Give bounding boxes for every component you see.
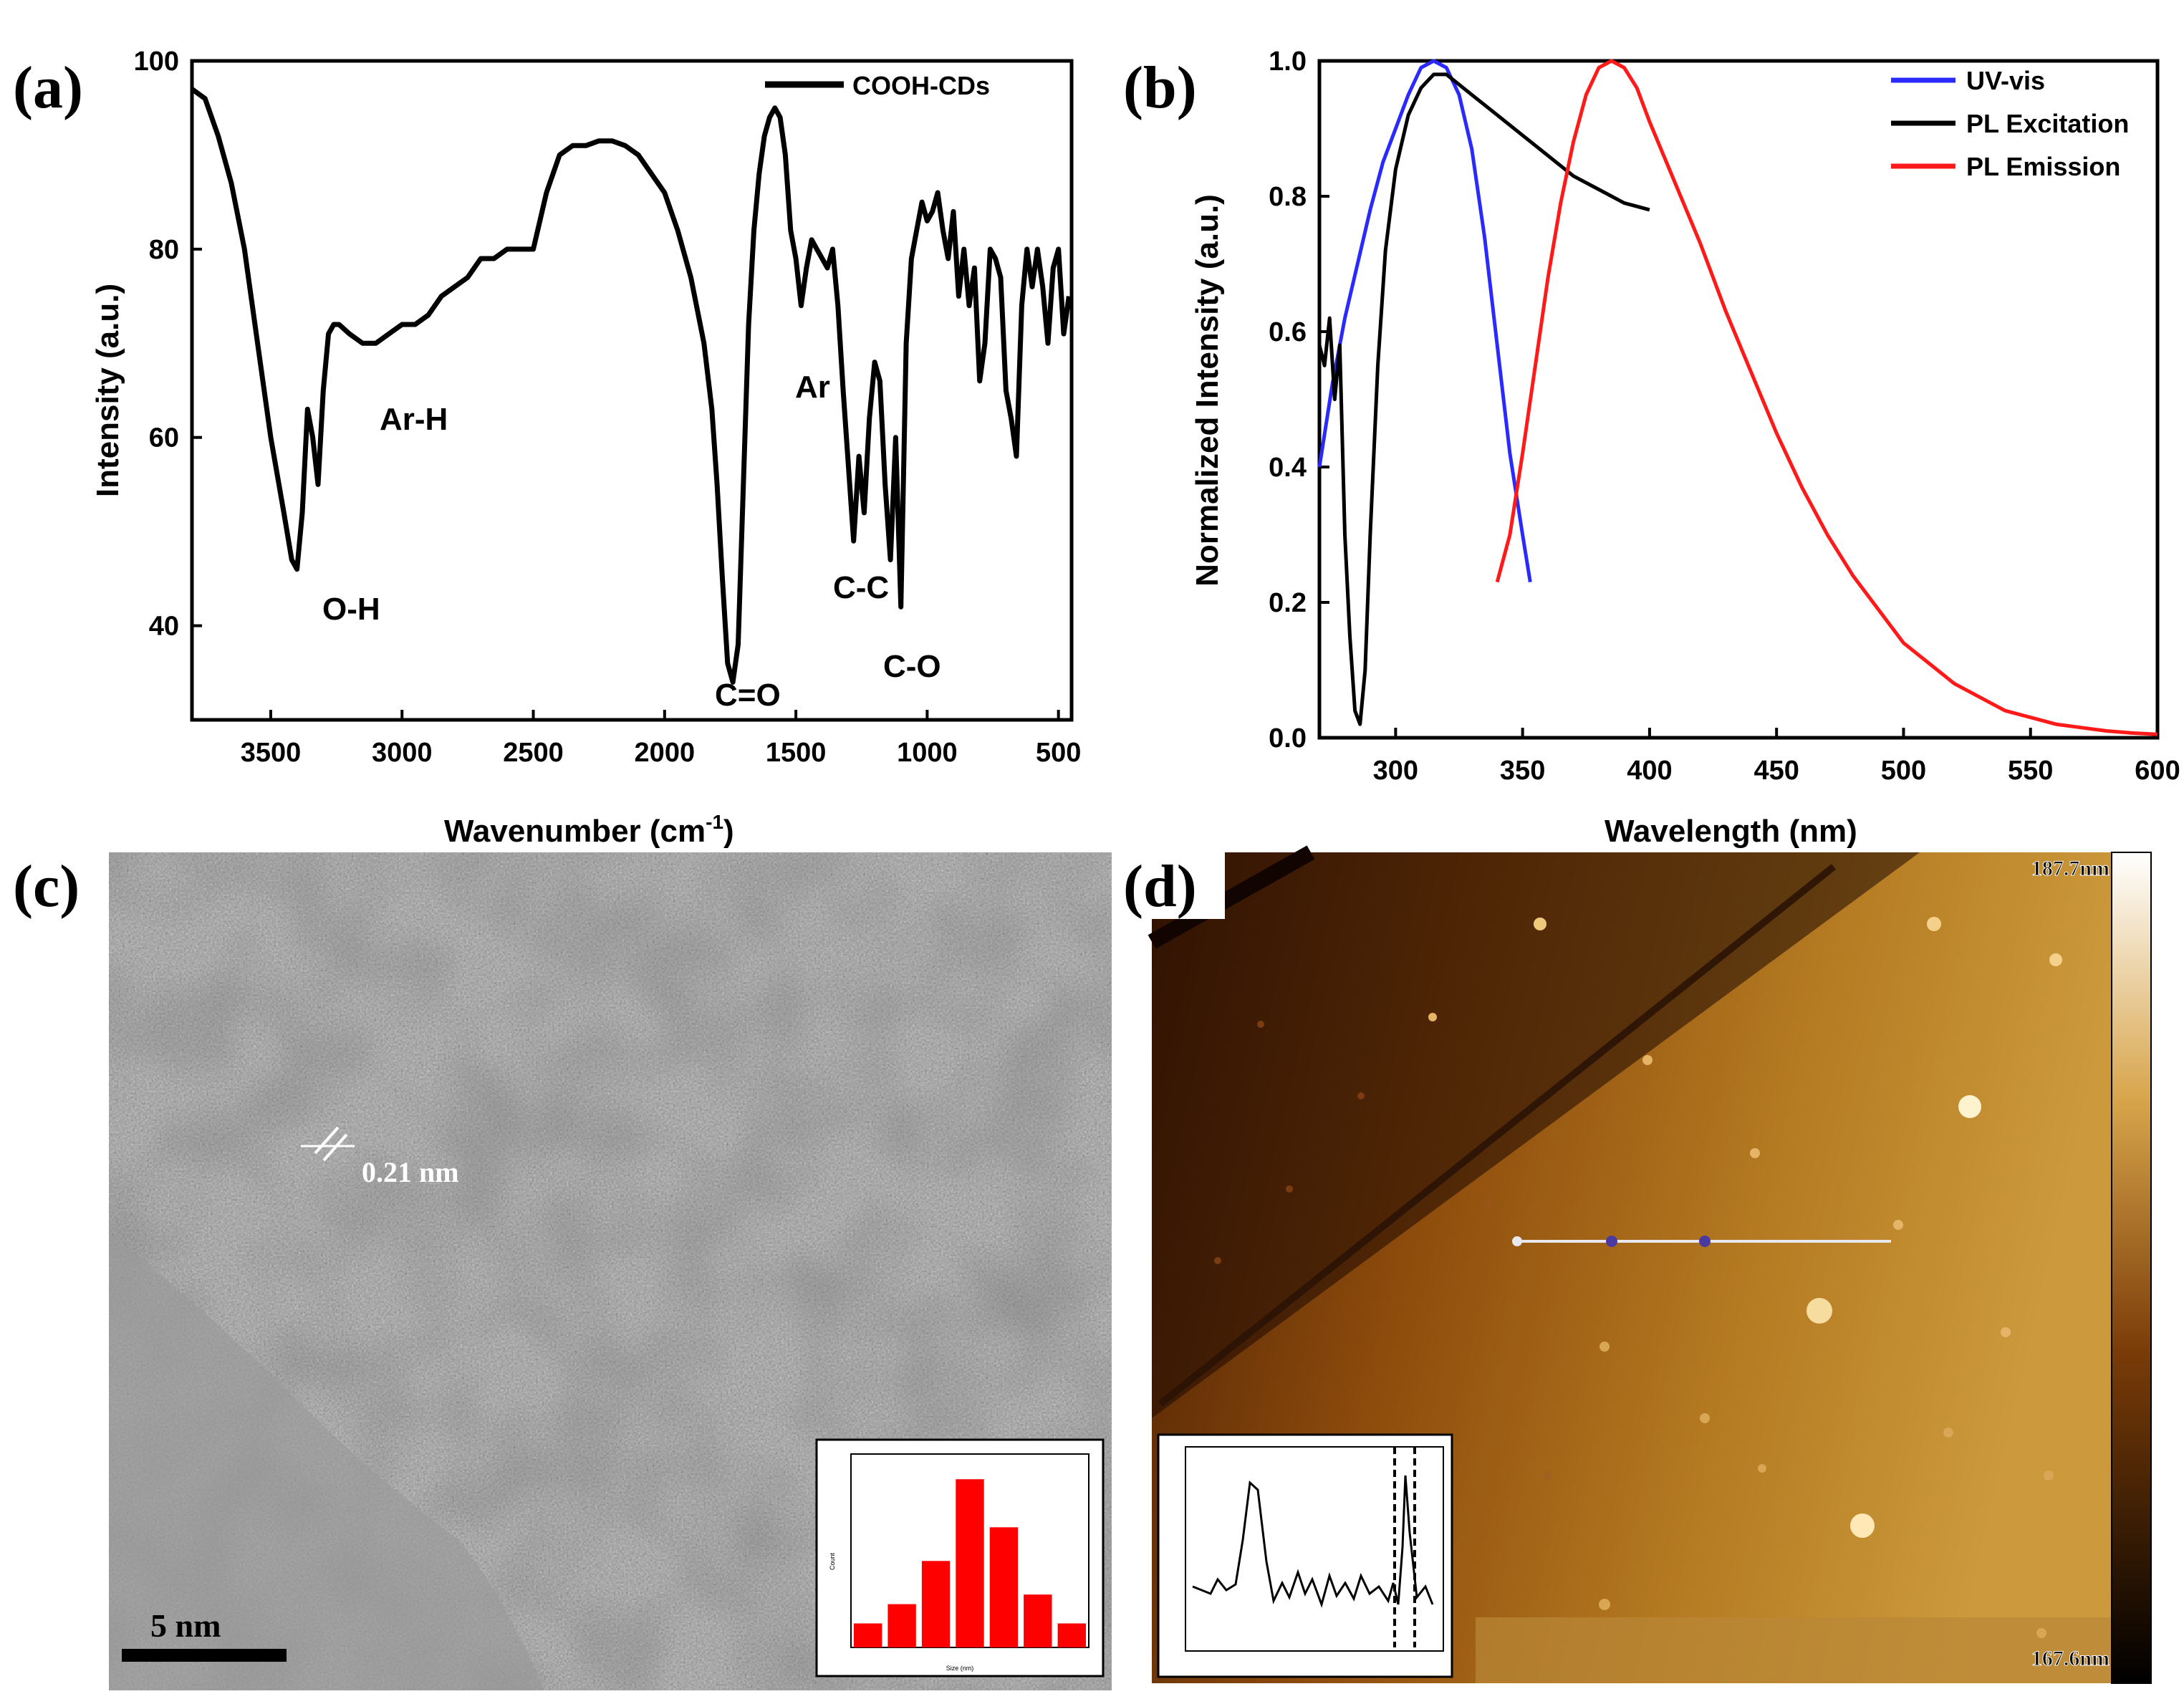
histogram-x-title: Size (nm) <box>946 1665 974 1672</box>
panel-d-label-box <box>1125 851 1225 919</box>
panel-c: (c) 0.21 nm 5 nm Count Size (nm) <box>13 852 1112 1690</box>
lattice-marker: 0.21 nm <box>301 1126 459 1188</box>
histogram-bars <box>854 1479 1086 1647</box>
afm-colorbar <box>2111 852 2152 1684</box>
afm-step-edge <box>1158 864 1837 1407</box>
panel-b-x-ticks: 300 350 400 450 500 550 600 <box>1373 728 2180 786</box>
panel-a-series <box>190 87 1072 685</box>
colorbar-min-label: 167.6nm <box>2031 1647 2110 1670</box>
annotation-co-double: C=O <box>715 678 781 713</box>
height-profile-inset <box>1157 1433 1453 1678</box>
afm-bottom-band <box>1476 1617 2112 1683</box>
b-y-tick-label: 0.6 <box>1269 317 1307 347</box>
a-y-tick-label: 100 <box>134 47 179 77</box>
b-legend-label: PL Emission <box>1966 152 2120 181</box>
histogram-bar <box>1024 1594 1052 1647</box>
panel-b-label: (b) <box>1123 54 1197 121</box>
panel-b-series <box>1317 59 2158 736</box>
b-y-tick-label: 0.0 <box>1269 723 1307 754</box>
panel-d: 187.7nm 167.6nm (d) <box>1123 845 2152 1684</box>
afm-particles <box>1214 917 2062 1638</box>
panel-b-y-title: Normalized Intensity (a.u.) <box>1190 194 1225 587</box>
profile-frame <box>1157 1433 1453 1678</box>
a-x-tick-label: 2500 <box>503 738 564 768</box>
a-x-tick-label: 3500 <box>241 738 302 768</box>
b-x-tick-label: 550 <box>2008 756 2053 786</box>
histogram-bar <box>1057 1623 1086 1647</box>
panel-a-x-title: Wavenumber (cm-1) <box>444 811 734 849</box>
a-y-tick-label: 60 <box>149 423 179 453</box>
afm-dark-region <box>1152 852 1920 1418</box>
histogram-bar <box>989 1527 1019 1647</box>
panel-a-x-ticks: 3500 3000 2500 2000 1500 1000 500 <box>241 710 1081 768</box>
profile-axes <box>1185 1446 1444 1652</box>
histogram-bar <box>921 1561 951 1647</box>
annotation-cc: C-C <box>833 570 889 605</box>
panel-b-x-title: Wavelength (nm) <box>1605 814 1857 849</box>
afm-top-edge <box>1148 845 1315 949</box>
b-x-tick-label: 300 <box>1373 756 1418 786</box>
a-y-tick-label: 40 <box>149 612 179 642</box>
panel-a-legend-label: COOH-CDs <box>852 71 990 100</box>
a-x-tick-label: 2000 <box>635 738 696 768</box>
b-y-tick-label: 0.4 <box>1269 453 1307 483</box>
tem-substrate <box>109 1232 544 1690</box>
panel-c-label: (c) <box>13 853 80 920</box>
annotation-arh: Ar-H <box>380 402 448 437</box>
b-y-tick-label: 0.2 <box>1269 588 1307 618</box>
profile-trace <box>1192 1475 1434 1608</box>
b-legend-label: UV-vis <box>1966 66 2045 95</box>
panel-b: (b) 300 350 400 450 500 550 600 0.00.20.40.60.… <box>1123 47 2180 849</box>
b-x-tick-label: 400 <box>1627 756 1672 786</box>
lattice-spacing-label: 0.21 nm <box>362 1156 459 1188</box>
panel-d-label: (d) <box>1123 853 1197 920</box>
b-x-tick-label: 450 <box>1754 756 1799 786</box>
panel-b-legend: UV-vis PL Excitation PL Emission <box>1891 66 2129 181</box>
histogram-bar <box>956 1479 984 1647</box>
a-series-line <box>190 87 1072 685</box>
annotation-co: C-O <box>883 649 941 684</box>
b-series-line <box>1495 59 2158 736</box>
b-series-line <box>1317 59 1532 582</box>
b-x-tick-label: 600 <box>2135 756 2180 786</box>
a-x-tick-label: 3000 <box>372 738 433 768</box>
panel-a: (a) 3500 3000 2500 2000 1500 1000 500 40 60 80 10… <box>13 47 1081 849</box>
panel-a-y-title: Intensity (a.u.) <box>90 284 125 497</box>
a-x-tick-label: 1000 <box>897 738 958 768</box>
size-histogram-inset: Count Size (nm) <box>815 1438 1105 1677</box>
scale-bar-label: 5 nm <box>150 1607 221 1644</box>
b-y-tick-label: 0.8 <box>1269 182 1307 212</box>
panel-a-label: (a) <box>13 54 83 121</box>
annotation-ar: Ar <box>795 370 830 405</box>
annotation-oh: O-H <box>322 592 380 627</box>
histogram-bar <box>854 1623 882 1647</box>
panel-a-frame <box>190 59 1074 722</box>
histogram-bar <box>887 1604 916 1647</box>
b-legend-label: PL Excitation <box>1966 109 2129 138</box>
panel-b-frame <box>1317 59 2160 740</box>
a-x-tick-label: 1500 <box>766 738 827 768</box>
b-x-tick-label: 350 <box>1500 756 1545 786</box>
a-x-tick-label: 500 <box>1036 738 1081 768</box>
histogram-y-title: Count <box>829 1553 836 1571</box>
scale-bar <box>122 1649 287 1662</box>
panel-b-y-ticks: 0.0 0.2 0.4 0.6 0.8 1.0 <box>1269 47 1329 754</box>
b-series-line <box>1317 72 1650 726</box>
b-x-tick-label: 500 <box>1881 756 1926 786</box>
b-y-tick-label: 1.0 <box>1269 47 1307 77</box>
colorbar-max-label: 187.7nm <box>2031 857 2110 880</box>
a-y-tick-label: 80 <box>149 235 179 265</box>
panel-a-y-ticks: 40 60 80 100 <box>134 47 202 642</box>
afm-profile-line <box>1512 1236 1891 1247</box>
